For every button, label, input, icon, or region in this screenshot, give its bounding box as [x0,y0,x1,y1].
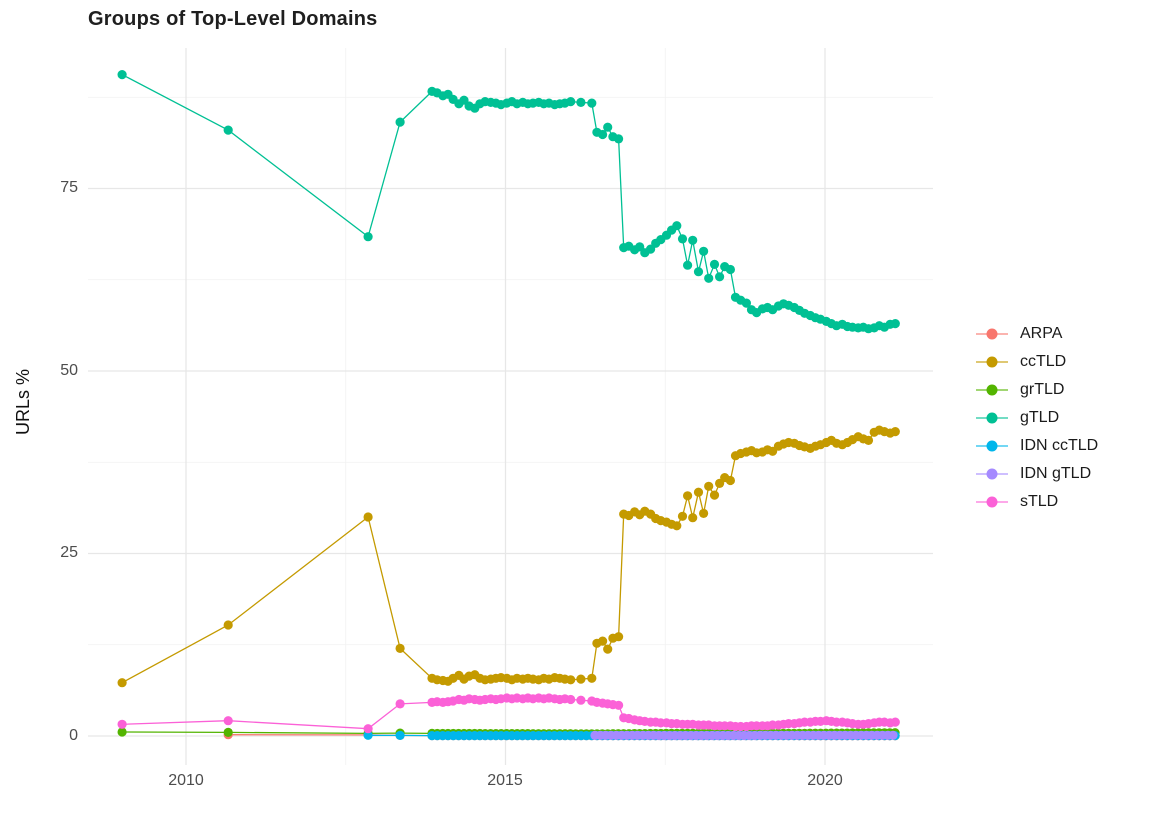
legend: ARPA ccTLD grTLD gTLD IDN ccTLD IDN gTLD… [976,320,1162,516]
x-tick-label-2020: 2020 [807,772,843,789]
legend-key-icon [976,382,1008,398]
legend-item-grtld: grTLD [976,376,1162,404]
legend-key-icon [976,354,1008,370]
legend-label: sTLD [1020,493,1059,510]
legend-item-idn-cctld: IDN ccTLD [976,432,1162,460]
legend-label: IDN ccTLD [1020,437,1099,454]
legend-item-gtld: gTLD [976,404,1162,432]
legend-key-icon [976,326,1008,342]
y-tick-label-50: 50 [60,362,78,379]
legend-item-arpa: ARPA [976,320,1162,348]
legend-label: grTLD [1020,381,1065,398]
legend-key-icon [976,438,1008,454]
legend-key-icon [976,494,1008,510]
legend-label: ccTLD [1020,353,1067,370]
legend-item-idn-gtld: IDN gTLD [976,460,1162,488]
chart-title: Groups of Top-Level Domains [88,8,378,30]
y-tick-label-75: 75 [60,179,78,196]
x-tick-label-2015: 2015 [487,772,523,789]
x-tick-label-2010: 2010 [168,772,204,789]
y-tick-label-0: 0 [69,727,78,744]
y-axis-title: URLs % [13,369,33,436]
legend-key-icon [976,410,1008,426]
legend-key-icon [976,466,1008,482]
legend-label: ARPA [1020,325,1063,342]
legend-item-cctld: ccTLD [976,348,1162,376]
y-tick-label-25: 25 [60,544,78,561]
legend-item-stld: sTLD [976,488,1162,516]
legend-label: IDN gTLD [1020,465,1092,482]
legend-label: gTLD [1020,409,1060,426]
